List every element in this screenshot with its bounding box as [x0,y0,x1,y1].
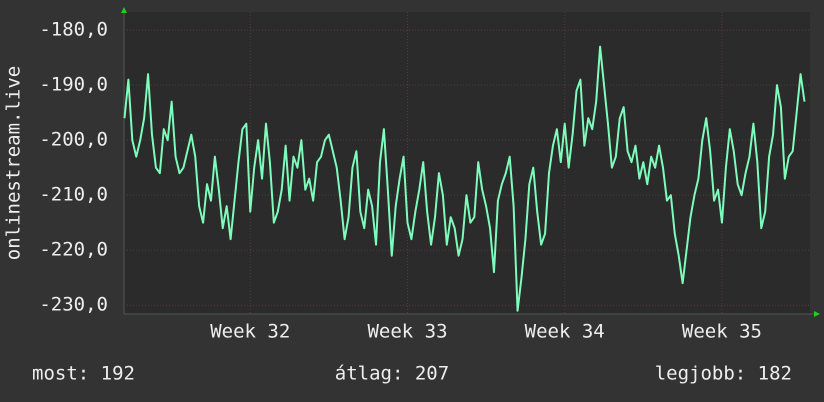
x-tick-label: Week 32 [210,321,290,343]
y-tick-label: -200,0 [39,129,108,151]
y-tick-label: -180,0 [39,19,108,41]
stat-current: most: 192 [32,363,135,385]
y-tick-label: -210,0 [39,184,108,206]
y-tick-label: -220,0 [39,239,108,261]
stat-best: legjobb: 182 [655,363,792,385]
plot-area [124,12,810,314]
x-tick-label: Week 35 [682,321,762,343]
x-tick-label: Week 33 [367,321,447,343]
y-tick-label: -190,0 [39,74,108,96]
x-axis-arrow [814,311,820,317]
y-tick-label: -230,0 [39,294,108,316]
y-axis-label: onlinestream.live [3,66,25,260]
data-line [123,45,806,312]
x-tick-label: Week 34 [525,321,605,343]
y-axis-arrow [121,7,127,13]
stat-average: átlag: 207 [335,363,449,385]
